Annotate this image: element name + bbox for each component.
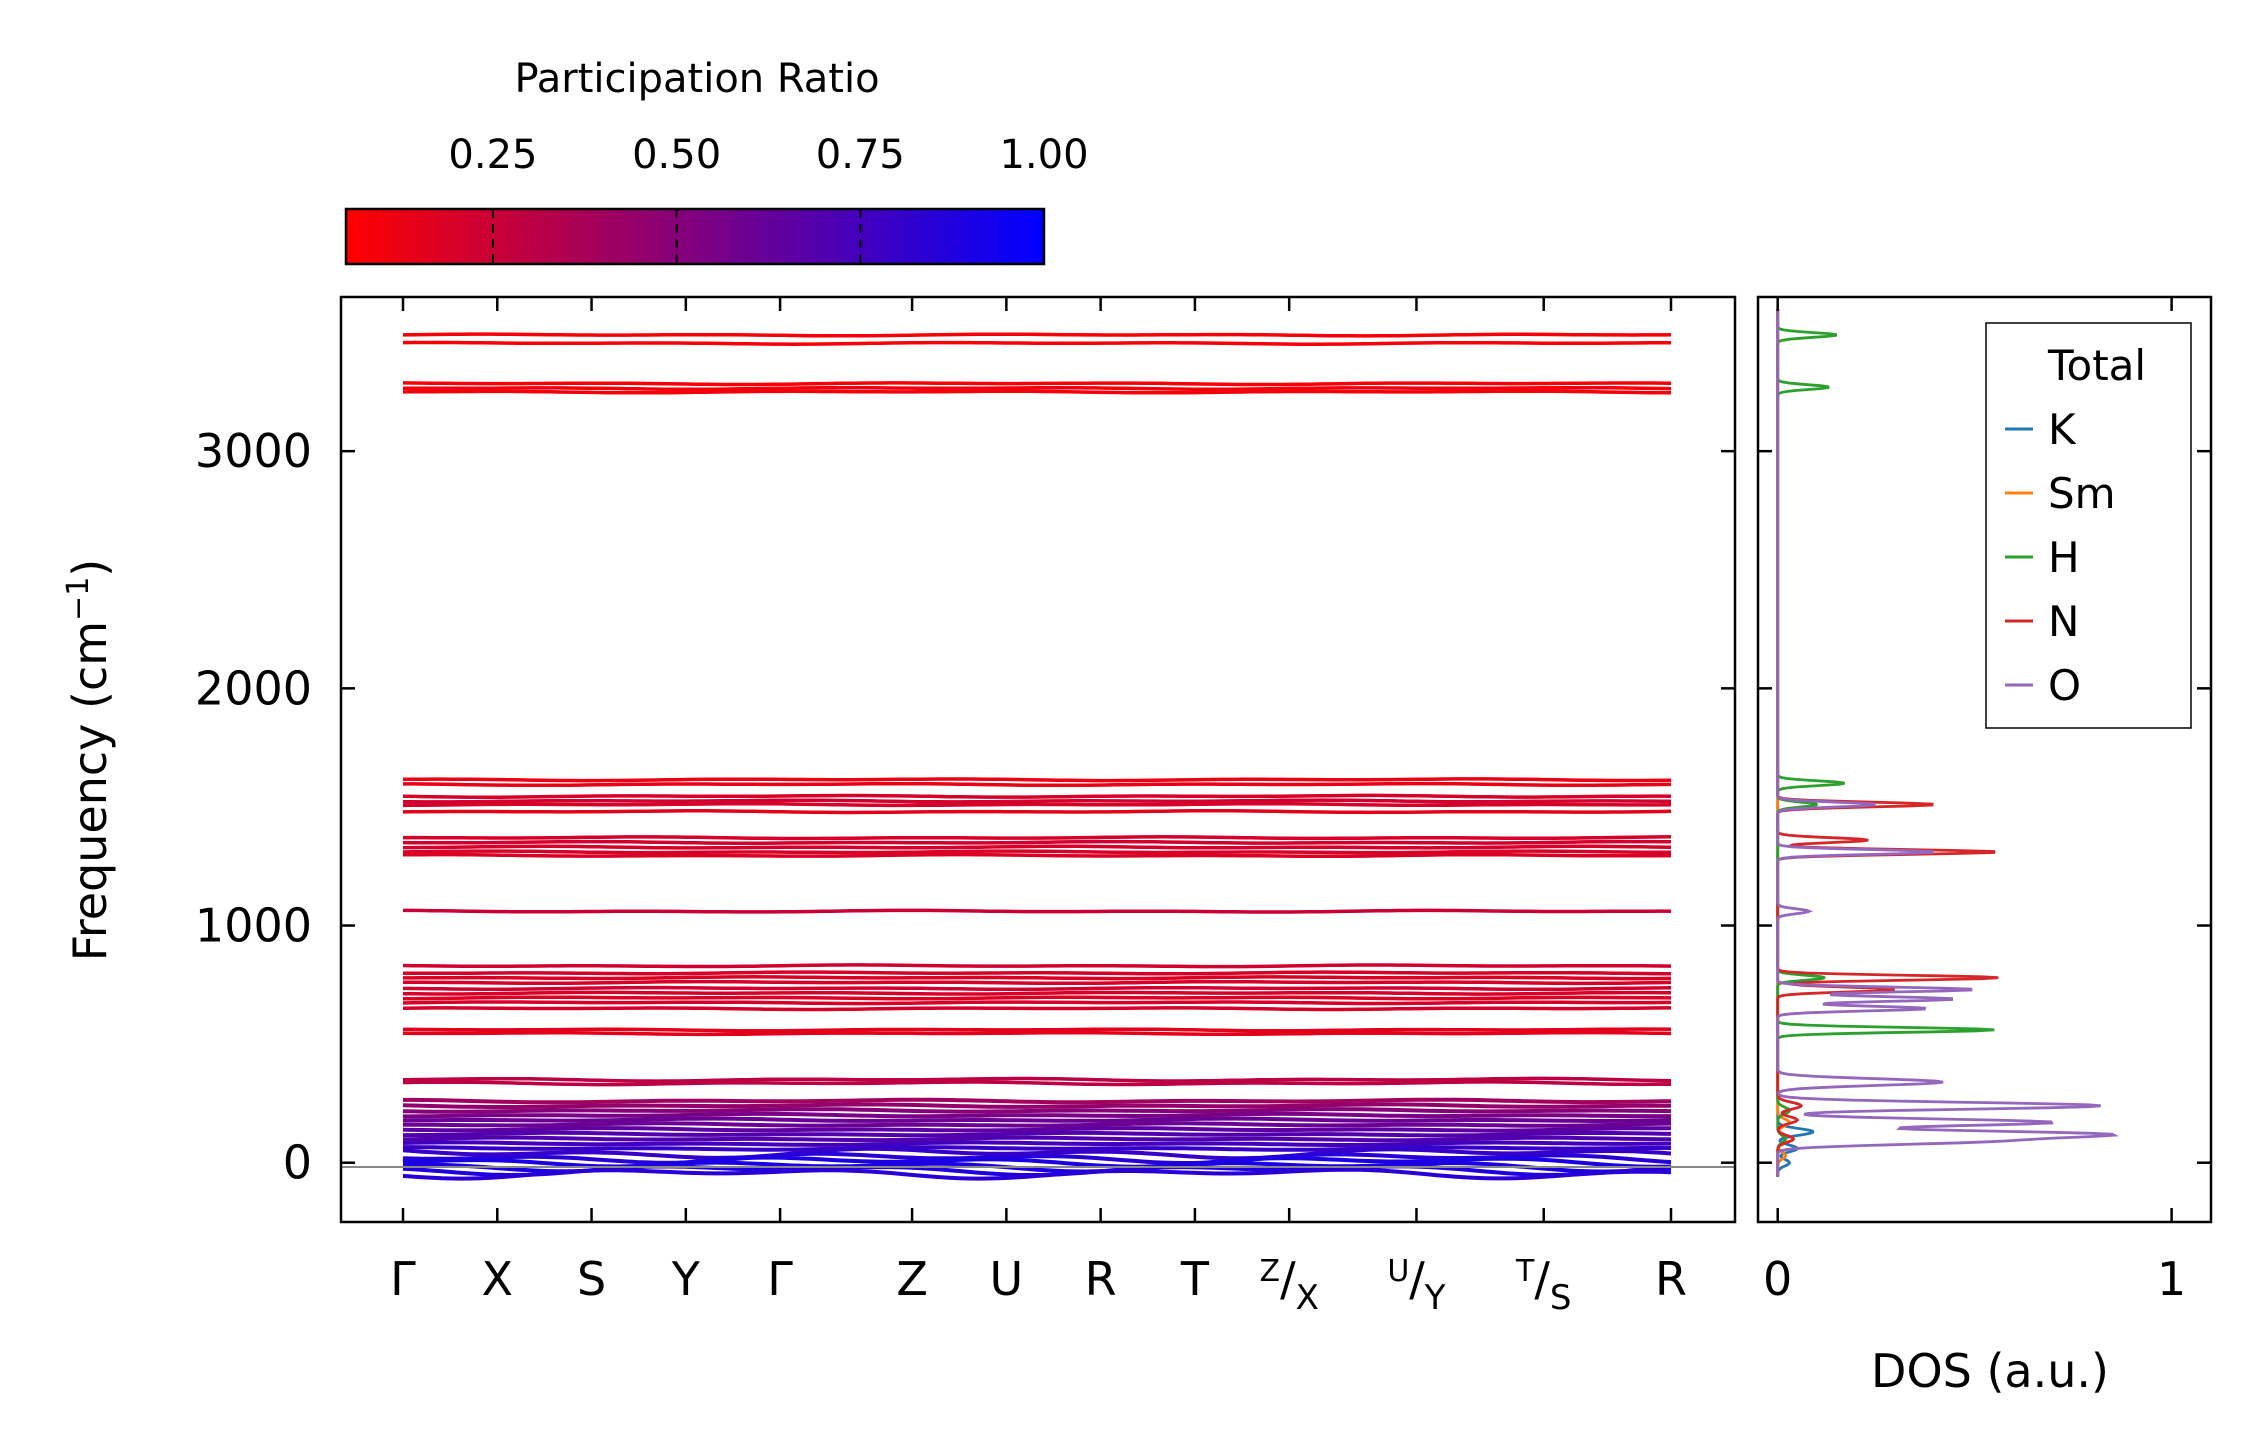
- band-line: [402, 1126, 1672, 1133]
- band-line: [402, 793, 1672, 799]
- kpoint-label: U/Y: [1387, 1252, 1445, 1318]
- legend-label-k: K: [2048, 405, 2077, 454]
- band-line: [403, 1145, 1671, 1152]
- colorbar-tick-labels: 0.25 0.50 0.75 1.00: [448, 132, 1088, 178]
- band-line: [402, 852, 1672, 859]
- y-axis-label: Frequency (cm−1): [61, 559, 117, 962]
- kpoint-label: Γ: [767, 1252, 793, 1306]
- y-tick-label: 2000: [195, 661, 312, 715]
- band-line: [402, 332, 1672, 338]
- band-line: [402, 1080, 1672, 1087]
- band-y-ticks: 0 1000 2000 3000: [195, 424, 1735, 1190]
- legend-label-o: O: [2048, 661, 2081, 710]
- kpoint-label: T: [1180, 1252, 1210, 1306]
- y-tick-label: 3000: [195, 424, 312, 478]
- colorbar-tick-label: 1.00: [999, 132, 1088, 178]
- band-line: [402, 1116, 1672, 1123]
- band-line: [403, 975, 1672, 981]
- dos-line-o: [1776, 308, 2119, 1177]
- band-line: [402, 340, 1672, 346]
- band-line: [402, 1076, 1672, 1083]
- kpoint-label: T/S: [1515, 1252, 1571, 1318]
- x-axis-label: DOS (a.u.): [1871, 1344, 2109, 1398]
- colorbar-tick-label: 0.25: [448, 132, 537, 178]
- band-line: [402, 1107, 1672, 1114]
- legend-label-h: H: [2048, 533, 2080, 582]
- colorbar-title: Participation Ratio: [514, 56, 879, 102]
- band-line: [402, 1102, 1671, 1109]
- dos-line-n: [1776, 308, 1999, 1177]
- band-line: [403, 781, 1672, 788]
- kpoint-label: Y: [671, 1252, 701, 1306]
- dos-line-sm: [1776, 308, 1796, 1177]
- band-line: [402, 777, 1672, 783]
- band-line: [402, 809, 1672, 815]
- band-line: [403, 979, 1672, 986]
- kpoint-label: S: [577, 1252, 606, 1306]
- band-line: [402, 1030, 1672, 1037]
- dos-plot-frame: [1756, 295, 2213, 1224]
- y-tick-label: 0: [283, 1136, 312, 1190]
- band-line: [402, 963, 1672, 969]
- band-line: [403, 835, 1672, 841]
- colorbar-tick-label: 0.50: [632, 132, 721, 178]
- band-plot-frame: [339, 295, 1737, 1224]
- legend: Total K Sm HNO: [1985, 322, 2192, 729]
- band-line: [402, 381, 1672, 387]
- dos-x-tick-label: 1: [2157, 1252, 2186, 1306]
- band-line: [402, 985, 1672, 992]
- dos-lines: [1776, 308, 2119, 1177]
- dos-line-h: [1776, 308, 1995, 1177]
- band-line: [402, 970, 1672, 976]
- band-line: [402, 1000, 1672, 1006]
- band-line: [403, 1111, 1671, 1119]
- band-line: [402, 839, 1672, 845]
- band-lines: [402, 332, 1672, 1181]
- band-line: [402, 389, 1672, 395]
- colorbar-tick-label: 0.75: [816, 132, 905, 178]
- dos-line-k: [1776, 308, 1815, 1177]
- band-line: [402, 849, 1671, 855]
- band-line: [403, 385, 1672, 392]
- kpoint-label: R: [1655, 1252, 1687, 1306]
- dos-x-tick-label: 0: [1763, 1252, 1792, 1306]
- band-line: [402, 801, 1672, 808]
- y-tick-label: 1000: [195, 899, 312, 953]
- band-line: [403, 844, 1672, 850]
- kpoint-label: U: [990, 1252, 1024, 1306]
- legend-frame: [1985, 322, 2192, 729]
- band-x-ticks: Γ X S Y Γ Z U R T Z/X U/Y T/S R: [390, 297, 1687, 1318]
- kpoint-label: Z/X: [1260, 1252, 1319, 1318]
- legend-label-total: Total: [2047, 341, 2146, 390]
- legend-label-n: N: [2048, 597, 2079, 646]
- band-line: [402, 1006, 1671, 1012]
- kpoint-label: X: [482, 1252, 514, 1306]
- colorbar: [344, 207, 1046, 266]
- colorbar-ticks: [491, 209, 1045, 264]
- band-line: [403, 908, 1672, 914]
- band-line: [403, 1027, 1672, 1033]
- band-line: [402, 995, 1672, 1001]
- band-line: [402, 1140, 1672, 1147]
- band-line: [402, 1146, 1672, 1161]
- band-line: [403, 1121, 1672, 1128]
- kpoint-label: Z: [896, 1252, 928, 1306]
- band-line: [402, 990, 1672, 996]
- kpoint-label: Γ: [390, 1252, 416, 1306]
- band-line: [403, 1130, 1672, 1138]
- band-line: [402, 1167, 1672, 1181]
- band-line: [402, 1135, 1671, 1143]
- band-line: [403, 1097, 1672, 1105]
- kpoint-label: R: [1085, 1252, 1117, 1306]
- band-line: [403, 798, 1672, 804]
- legend-label-sm: Sm: [2048, 469, 2116, 518]
